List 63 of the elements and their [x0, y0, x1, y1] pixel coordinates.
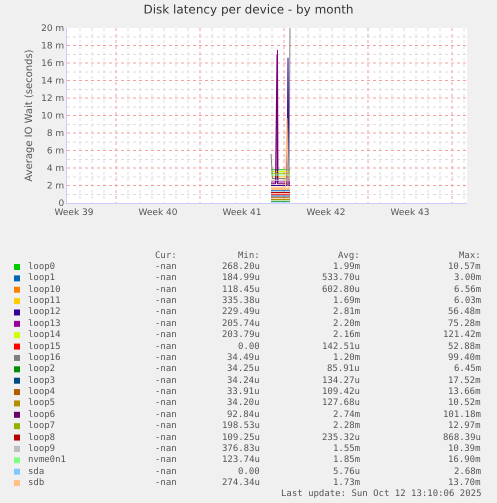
legend-label: loop13	[28, 319, 61, 329]
legend-label: sda	[28, 467, 44, 477]
y-tick-label: 4 m	[46, 164, 64, 174]
text: -nan 0.00 5.76u 2.68m	[155, 467, 482, 477]
text: -nan 109.25u 235.32u 868.39u	[155, 433, 481, 443]
legend-label: loop14	[28, 330, 61, 340]
text: -nan 205.74u 2.20m 75.28m	[155, 319, 481, 329]
legend-label: loop15	[28, 342, 61, 352]
text: -nan 229.49u 2.81m 56.48m	[155, 307, 481, 317]
legend-label: nvme0n1	[28, 455, 66, 465]
chart-title: Disk latency per device - by month	[143, 2, 354, 16]
y-tick-label: 12 m	[41, 94, 64, 104]
text: -nan 203.79u 2.16m 121.42m	[155, 330, 481, 340]
text: -nan 274.34u 1.73m 13.70m	[155, 478, 481, 488]
text: -nan 34.49u 1.20m 99.40m	[155, 353, 481, 363]
text: -nan 34.25u 85.91u 6.45m	[155, 364, 482, 374]
x-tick-label: Week 39	[54, 208, 94, 218]
y-tick-label: 16 m	[41, 59, 64, 70]
text: -nan 268.20u 1.99m 10.57m	[155, 262, 481, 272]
text: -nan 335.38u 1.69m 6.03m	[155, 296, 482, 306]
text: -nan 123.74u 1.85m 16.90m	[155, 455, 481, 465]
legend-label: loop2	[28, 364, 56, 374]
legend-label: loop3	[28, 376, 56, 386]
x-tick-label: Week 41	[222, 208, 262, 218]
y-tick-label: 0	[58, 199, 64, 210]
text: Avg:	[338, 251, 360, 261]
legend-label: loop12	[28, 307, 61, 317]
x-tick-label: Week 43	[390, 208, 430, 218]
text: -nan 0.00 142.51u 52.88m	[155, 342, 481, 352]
legend-label: loop4	[28, 387, 56, 397]
legend-label: loop0	[28, 262, 56, 272]
legend-label: loop5	[28, 398, 56, 408]
legend-label: loop9	[28, 444, 56, 454]
text: Min:	[238, 251, 260, 261]
legend-label: loop16	[28, 353, 61, 363]
y-tick-label: 10 m	[41, 112, 64, 122]
y-tick-label: 2 m	[46, 182, 64, 192]
text: -nan 34.24u 134.27u 17.52m	[155, 376, 481, 386]
text: -nan 92.84u 2.74m 101.18m	[155, 410, 481, 420]
text: Last update: Sun Oct 12 13:10:06 2025	[281, 489, 482, 499]
text: Cur:	[155, 251, 177, 261]
legend-label: loop6	[28, 410, 56, 420]
text: -nan 376.83u 1.55m 10.39m	[155, 444, 481, 454]
legend-label: loop1	[28, 273, 56, 283]
legend-label: loop7	[28, 421, 56, 431]
legend-label: loop11	[28, 296, 61, 306]
legend-label: sdb	[28, 478, 44, 488]
y-tick-label: 8 m	[46, 129, 64, 140]
text: -nan 118.45u 602.80u 6.56m	[155, 285, 482, 295]
y-tick-label: 18 m	[41, 42, 64, 52]
y-tick-label: 20 m	[41, 24, 64, 34]
text: -nan 184.99u 533.70u 3.00m	[155, 273, 482, 283]
x-tick-label: Week 42	[306, 208, 346, 218]
legend-label: loop8	[28, 433, 56, 443]
y-tick-label: 14 m	[41, 76, 64, 87]
text: -nan 198.53u 2.28m 12.97m	[155, 421, 481, 431]
y-tick-label: 6 m	[46, 146, 64, 157]
y-axis-title: Average IO Wait (seconds)	[24, 49, 36, 182]
text: -nan 33.91u 109.42u 13.66m	[155, 387, 481, 397]
x-tick-label: Week 40	[138, 208, 178, 218]
text: -nan 34.20u 127.68u 10.52m	[155, 398, 481, 408]
legend-label: loop10	[28, 285, 61, 295]
text: Max:	[459, 251, 481, 261]
